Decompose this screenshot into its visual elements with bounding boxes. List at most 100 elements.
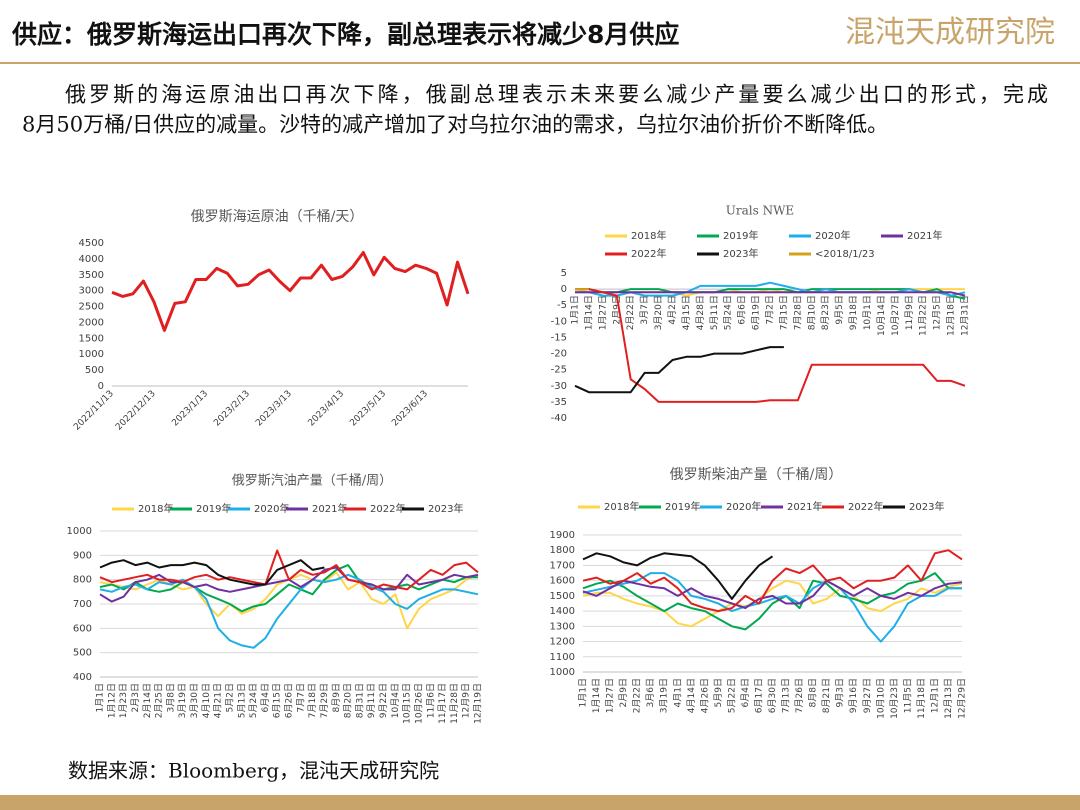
x-tick-label: 7月15日	[778, 295, 789, 330]
series-line	[99, 564, 478, 613]
x-tick-label: 4月1日	[672, 678, 683, 707]
x-tick-label: 1月1日	[570, 295, 581, 324]
legend-label: 2018年	[138, 502, 173, 515]
x-tick-label: 12月29日	[957, 678, 968, 719]
series-line	[99, 573, 479, 649]
x-tick-label: 11月22日	[918, 295, 929, 336]
y-tick-label: -35	[551, 397, 567, 408]
x-tick-label: 3月19日	[659, 678, 670, 713]
x-tick-label: 6月17日	[753, 678, 764, 713]
slide-title: 供应：俄罗斯海运出口再次下降，副总理表示将减少8月供应	[11, 20, 679, 49]
x-tick-label: 12月1日	[929, 678, 940, 713]
x-tick-label: 9月16日	[848, 678, 859, 713]
y-tick-label: 500	[85, 365, 104, 376]
x-tick-label: 5月11日	[709, 295, 720, 330]
x-tick-label: 1月1日	[578, 678, 589, 707]
x-tick-label: 7月28日	[792, 295, 803, 330]
y-tick-label: 3000	[79, 286, 104, 297]
x-tick-label: 6月4日	[740, 678, 751, 707]
y-tick-label: 1200	[550, 637, 575, 648]
x-tick-label: 10月23日	[889, 678, 900, 719]
legend-label: 2021年	[312, 502, 347, 515]
y-tick-label: 1300	[550, 621, 575, 632]
x-tick-label: 9月3日	[835, 678, 846, 707]
y-tick-label: 0	[561, 284, 567, 295]
x-tick-label: 7月7日	[295, 683, 306, 712]
legend-label: 2019年	[196, 502, 231, 515]
x-tick-label: 10月4日	[390, 683, 401, 718]
x-tick-label: 3月30日	[189, 683, 200, 718]
legend-label: 2020年	[815, 229, 850, 242]
y-tick-label: 1000	[79, 349, 104, 360]
y-tick-label: 2000	[79, 317, 104, 328]
x-tick-label: 11月5日	[902, 678, 913, 713]
x-tick-label: 5月24日	[248, 683, 259, 718]
y-tick-label: 2500	[79, 302, 104, 313]
series-line	[575, 281, 966, 297]
x-tick-label: 10月1日	[862, 295, 873, 330]
x-tick-label: 12月18日	[946, 295, 957, 336]
x-tick-label: 2023/1/13	[170, 389, 210, 429]
x-tick-label: 11月17日	[437, 683, 448, 724]
chart-title: 俄罗斯海运原油（千桶/天）	[191, 209, 364, 225]
x-tick-label: 2月22日	[632, 678, 643, 713]
body-line: 俄罗斯的海运原油出口再次下降，俄副总理表示未来要么减少产量要么减少出口的形式，完…	[65, 83, 1048, 107]
x-tick-label: 2023/3/13	[254, 389, 294, 429]
legend-label: 2021年	[907, 229, 942, 242]
legend-label: 2020年	[726, 500, 761, 513]
x-tick-label: 8月9日	[331, 683, 342, 712]
legend-label: 2022年	[631, 247, 666, 260]
chart-title: Urals NWE	[726, 204, 794, 218]
y-tick-label: 1900	[550, 530, 575, 541]
series-line	[582, 549, 963, 613]
legend-label: 2019年	[723, 229, 758, 242]
y-tick-label: 3500	[79, 270, 104, 281]
x-tick-label: 10月10日	[875, 678, 886, 719]
x-tick-label: 2月9日	[611, 295, 622, 324]
legend-label: 2021年	[787, 500, 822, 513]
y-tick-label: 600	[73, 623, 92, 634]
series-line	[575, 288, 966, 300]
series-line	[111, 251, 470, 332]
x-tick-label: 11月28日	[449, 683, 460, 724]
x-tick-label: 2022/11/13	[72, 389, 116, 433]
x-tick-label: 8月10日	[806, 295, 817, 330]
x-tick-label: 5月22日	[726, 678, 737, 713]
x-tick-label: 1月14日	[591, 678, 602, 713]
series-line	[575, 291, 966, 297]
y-tick-label: 1100	[550, 652, 575, 663]
y-tick-label: 400	[73, 672, 92, 683]
chart-title: 俄罗斯汽油产量（千桶/周）	[232, 474, 392, 489]
y-tick-label: 1400	[550, 606, 575, 617]
y-tick-label: 4000	[79, 254, 104, 265]
legend-label: 2023年	[428, 502, 463, 515]
series-line	[574, 346, 784, 394]
x-tick-label: 3月19日	[177, 683, 188, 718]
x-tick-label: 2月3日	[130, 683, 141, 712]
x-tick-label: 12月5日	[932, 295, 943, 330]
series-line	[582, 579, 963, 628]
legend-label: 2022年	[370, 502, 405, 515]
x-tick-label: 8月23日	[820, 295, 831, 330]
x-tick-label: 6月30日	[767, 678, 778, 713]
y-tick-label: -40	[551, 413, 567, 424]
x-tick-label: 3月6日	[645, 678, 656, 707]
x-tick-label: 7月26日	[794, 678, 805, 713]
x-tick-label: 12月31日	[960, 295, 971, 336]
x-tick-label: 9月18日	[848, 295, 859, 330]
y-tick-label: 5	[561, 268, 567, 279]
x-tick-label: 9月22日	[378, 683, 389, 718]
x-tick-label: 4月2日	[667, 295, 678, 324]
x-tick-label: 6月15日	[272, 683, 283, 718]
y-tick-label: 1700	[550, 560, 575, 571]
x-tick-label: 2022/12/13	[114, 389, 158, 433]
x-tick-label: 11月18日	[916, 678, 927, 719]
x-tick-label: 10月26日	[413, 683, 424, 724]
x-tick-label: 9月27日	[862, 678, 873, 713]
y-tick-label: -10	[551, 316, 567, 327]
legend-label: 2020年	[254, 502, 289, 515]
x-tick-label: 6月4日	[260, 683, 271, 712]
x-tick-label: 11月6日	[425, 683, 436, 718]
x-tick-label: 4月21日	[213, 683, 224, 718]
x-tick-label: 2月22日	[625, 295, 636, 330]
